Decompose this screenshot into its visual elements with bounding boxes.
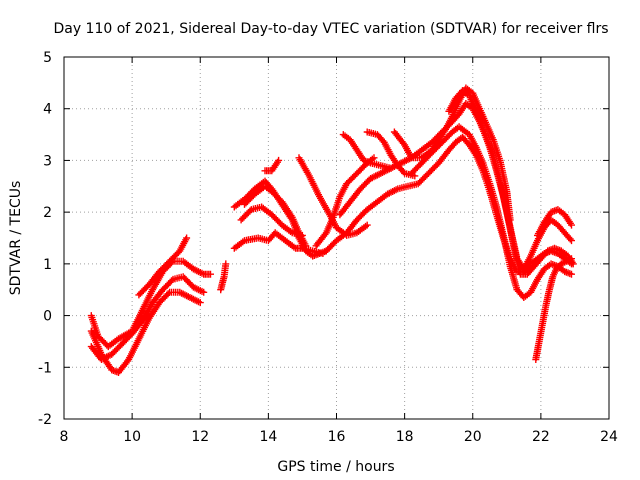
x-tick-label: 10: [123, 429, 141, 445]
marker-path: [407, 123, 575, 301]
marker-path: [87, 273, 208, 363]
series-track-8: [237, 203, 306, 239]
marker-path: [339, 131, 395, 172]
marker-path: [445, 87, 575, 273]
chart-title: Day 110 of 2021, Sidereal Day-to-day VTE…: [53, 21, 608, 37]
x-tick-label: 8: [60, 429, 69, 445]
series-track-2: [87, 288, 204, 376]
marker-path: [135, 234, 191, 299]
x-tick-label: 14: [259, 429, 277, 445]
y-axis-label: SDTVAR / TECUs: [8, 181, 24, 296]
x-axis-label: GPS time / hours: [277, 459, 394, 475]
series-track-18: [407, 123, 575, 301]
marker-path: [534, 206, 575, 239]
series-track-7: [230, 229, 327, 257]
y-tick-label: 2: [43, 205, 52, 221]
series-track-21: [532, 255, 575, 363]
series-track-10: [261, 156, 283, 175]
marker-path: [532, 255, 575, 363]
x-tick-label: 16: [328, 429, 346, 445]
series-track-9: [241, 182, 310, 250]
x-tick-label: 20: [464, 429, 482, 445]
y-tick-label: 4: [43, 102, 52, 118]
series-track-3: [87, 273, 208, 363]
marker-path: [363, 128, 419, 180]
y-tick-label: 0: [43, 309, 52, 325]
y-tick-label: 1: [43, 257, 52, 273]
x-tick-label: 18: [396, 429, 414, 445]
y-tick-label: 5: [43, 50, 52, 66]
marker-path: [237, 203, 306, 239]
series-track-5: [217, 260, 230, 294]
marker-path: [241, 182, 310, 250]
data-marks: [87, 84, 577, 376]
series-track-15: [339, 131, 395, 172]
y-tick-label: 3: [43, 153, 52, 169]
y-tick-label: -2: [38, 412, 52, 428]
marker-path: [87, 288, 204, 376]
series-track-16: [363, 128, 419, 180]
series-track-4: [135, 234, 191, 299]
marker-path: [230, 229, 327, 257]
x-tick-label: 24: [600, 429, 618, 445]
series-track-19: [445, 87, 575, 273]
x-tick-label: 12: [191, 429, 209, 445]
y-tick-label: -1: [38, 360, 52, 376]
series-track-20: [534, 206, 575, 239]
x-tick-label: 22: [532, 429, 550, 445]
marker-path: [261, 156, 283, 175]
marker-path: [217, 260, 230, 294]
